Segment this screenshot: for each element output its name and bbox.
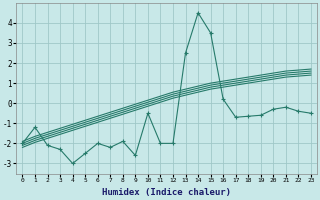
X-axis label: Humidex (Indice chaleur): Humidex (Indice chaleur)	[102, 188, 231, 197]
